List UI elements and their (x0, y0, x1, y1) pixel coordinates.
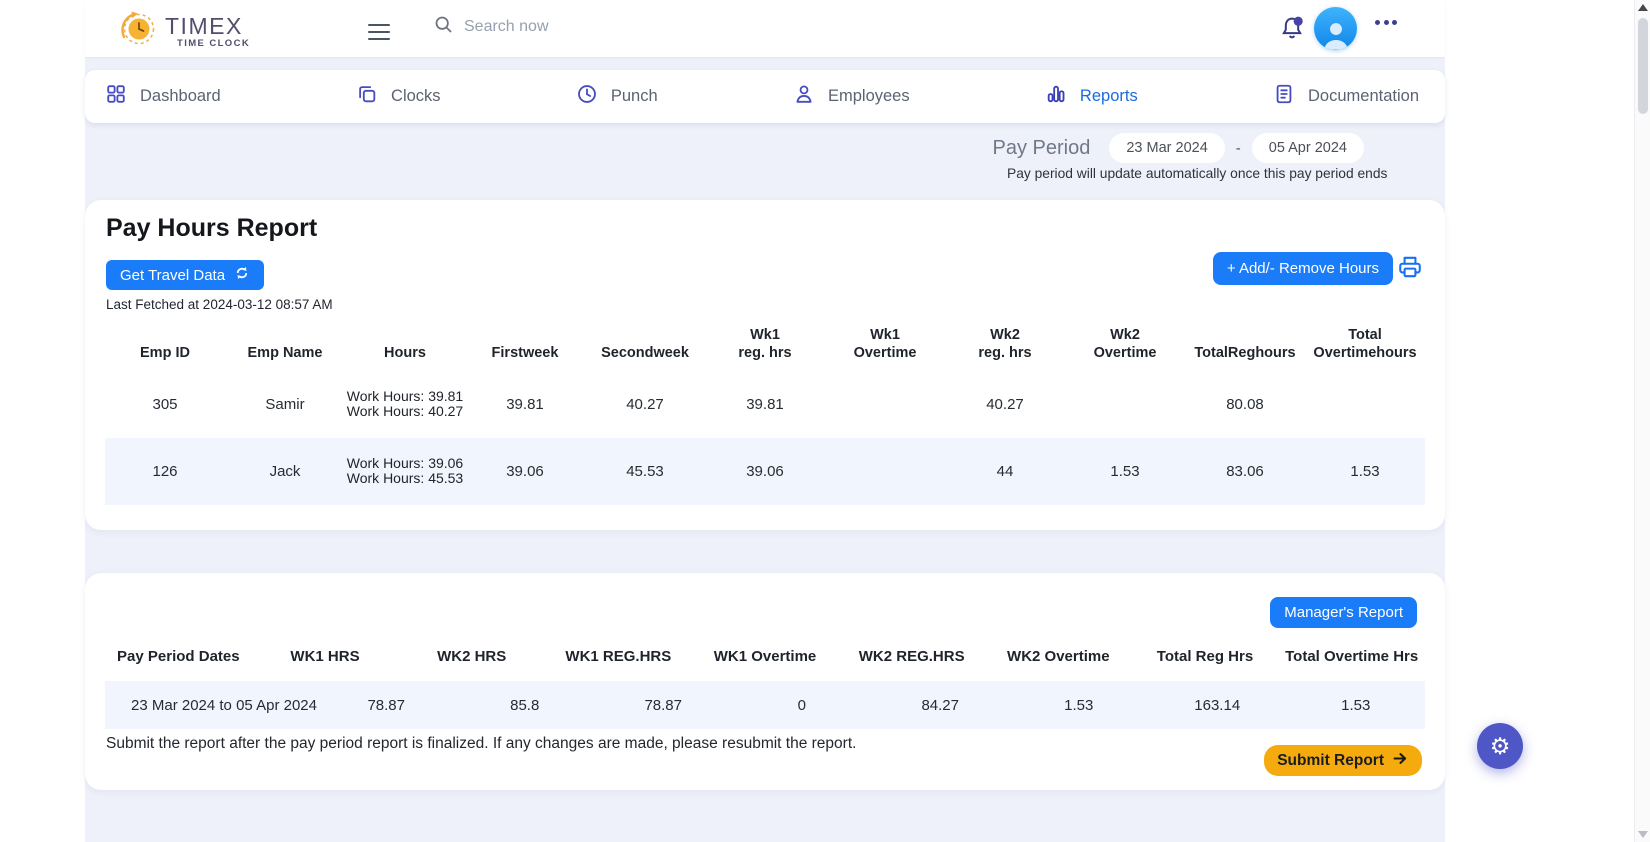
managers-table-header: Pay Period Dates WK1 HRS WK2 HRS WK1 REG… (117, 648, 1419, 665)
nav-item-reports[interactable]: Reports (1045, 83, 1138, 110)
cell-firstweek: 39.06 (506, 463, 544, 480)
pay-period-start-date[interactable]: 23 Mar 2024 (1109, 133, 1225, 163)
pay-hours-table-header: Emp ID Emp Name Hours Firstweek Secondwe… (140, 327, 1417, 361)
cell-emp-name: Jack (269, 463, 301, 480)
get-travel-data-button[interactable]: Get Travel Data (106, 260, 265, 290)
cell-secondweek: 40.27 (626, 396, 664, 413)
cell-hours: Work Hours: 39.06 Work Hours: 45.53 (346, 455, 464, 486)
pay-hours-report-card: Pay Hours Report Get Travel Data Last Fe… (85, 200, 1445, 530)
cell-wk1-hrs: 78.87 (367, 696, 405, 714)
pay-period-label: Pay Period (992, 136, 1091, 159)
cell-wk1-ot: 0 (797, 696, 806, 714)
cell-emp-id: 305 (152, 396, 178, 413)
pay-period-separator: - (1235, 139, 1241, 157)
notifications-bell-icon[interactable] (1278, 14, 1306, 42)
search-input[interactable] (464, 18, 644, 36)
nav-label: Documentation (1308, 87, 1419, 105)
submit-note: Submit the report after the pay period r… (106, 735, 857, 752)
documentation-icon (1273, 83, 1295, 110)
scrollbar-up-arrow-icon[interactable] (1638, 4, 1648, 11)
add-remove-hours-button[interactable]: + Add/- Remove Hours (1212, 252, 1393, 285)
app-column: TIMEX TIME CLOCK (85, 0, 1445, 842)
topbar: TIMEX TIME CLOCK (85, 0, 1445, 57)
hamburger-menu-icon[interactable] (368, 19, 392, 45)
nav-label: Employees (827, 87, 910, 105)
managers-report-table: Pay Period Dates WK1 HRS WK2 HRS WK1 REG… (105, 633, 1425, 729)
managers-report-button[interactable]: Manager's Report (1270, 597, 1417, 628)
settings-gear-fab[interactable]: ⚙ (1477, 723, 1523, 769)
cell-wk2-reg: 84.27 (921, 696, 959, 714)
cell-wk1-reg: 39.06 (746, 463, 784, 480)
nav-label: Punch (610, 87, 658, 105)
table-row: 23 Mar 2024 to 05 Apr 2024 78.87 85.8 78… (105, 681, 1425, 729)
cell-total-ot: 1.53 (1341, 696, 1371, 714)
table-row: 126 Jack Work Hours: 39.06 Work Hours: 4… (105, 438, 1425, 505)
pay-period-note: Pay period will update automatically onc… (1007, 166, 1388, 181)
clocks-icon (356, 83, 378, 110)
cell-wk2-reg: 44 (996, 463, 1014, 480)
nav-label: Reports (1079, 87, 1138, 105)
scrollbar-thumb[interactable] (1638, 18, 1648, 114)
more-options-icon[interactable] (1375, 20, 1397, 25)
user-avatar[interactable] (1314, 7, 1357, 50)
app-name: TIMEX (165, 13, 243, 39)
clock-logo-icon (113, 6, 159, 57)
search-icon (433, 14, 454, 40)
dashboard-grid-icon (105, 83, 127, 110)
scrollbar[interactable] (1634, 0, 1650, 842)
main-nav: Dashboard Clocks Punch (85, 70, 1445, 123)
cell-wk2-hrs: 85.8 (510, 696, 540, 714)
pay-hours-table: Emp ID Emp Name Hours Firstweek Secondwe… (105, 325, 1425, 505)
search-box (433, 14, 644, 40)
nav-label: Dashboard (140, 87, 221, 105)
nav-item-employees[interactable]: Employees (793, 83, 910, 110)
gear-icon: ⚙ (1489, 732, 1511, 759)
cell-wk1-reg: 39.81 (746, 396, 784, 413)
reports-bars-icon (1045, 83, 1067, 110)
print-icon[interactable] (1397, 254, 1423, 280)
cell-wk2-ot: 1.53 (1064, 696, 1094, 714)
nav-label: Clocks (391, 87, 441, 105)
nav-item-clocks[interactable]: Clocks (356, 83, 441, 110)
cell-wk2-reg: 40.27 (986, 396, 1024, 413)
managers-report-card: Manager's Report Pay Period Dates WK1 HR… (85, 573, 1445, 790)
cell-total-reg: 83.06 (1226, 463, 1264, 480)
cell-pay-period-dates: 23 Mar 2024 to 05 Apr 2024 (131, 696, 317, 714)
app-tagline: TIME CLOCK (177, 38, 251, 49)
app-logo: TIMEX TIME CLOCK (113, 6, 250, 57)
scrollbar-down-arrow-icon[interactable] (1638, 831, 1648, 838)
pay-period-end-date[interactable]: 05 Apr 2024 (1251, 133, 1364, 163)
page-title: Pay Hours Report (106, 214, 318, 242)
nav-item-punch[interactable]: Punch (576, 83, 658, 110)
cell-firstweek: 39.81 (506, 396, 544, 413)
submit-report-button[interactable]: Submit Report (1264, 745, 1422, 776)
cell-total-reg: 80.08 (1226, 396, 1264, 413)
table-row: 305 Samir Work Hours: 39.81 Work Hours: … (105, 371, 1425, 438)
nav-item-documentation[interactable]: Documentation (1273, 83, 1419, 110)
cell-wk1-reg: 78.87 (644, 696, 682, 714)
cell-emp-name: Samir (265, 396, 305, 413)
refresh-icon (234, 265, 250, 285)
cell-emp-id: 126 (152, 463, 178, 480)
pay-period-section: Pay Period 23 Mar 2024 - 05 Apr 2024 Pay… (85, 123, 1445, 200)
cell-total-reg: 163.14 (1194, 696, 1241, 714)
avatar-person-icon (1323, 23, 1348, 50)
employees-person-icon (793, 83, 815, 110)
cell-secondweek: 45.53 (626, 463, 664, 480)
punch-clock-icon (576, 83, 598, 110)
cell-hours: Work Hours: 39.81 Work Hours: 40.27 (346, 388, 464, 419)
nav-item-dashboard[interactable]: Dashboard (105, 83, 221, 110)
last-fetched-timestamp: Last Fetched at 2024-03-12 08:57 AM (106, 297, 333, 312)
arrow-right-icon (1392, 750, 1409, 772)
cell-total-ot: 1.53 (1350, 463, 1380, 480)
cell-wk2-ot: 1.53 (1110, 463, 1140, 480)
